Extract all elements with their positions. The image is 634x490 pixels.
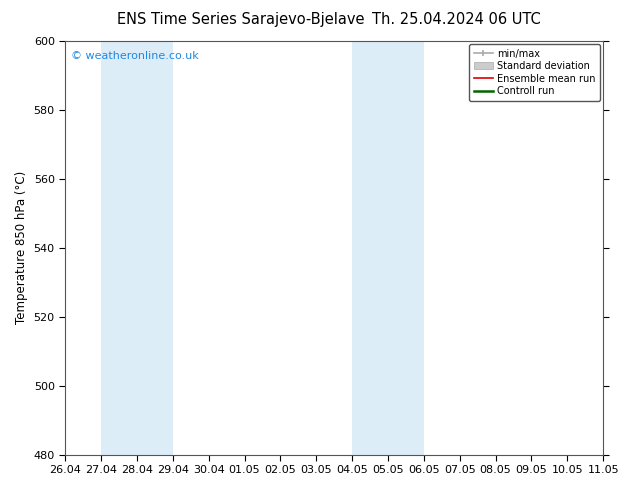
Text: ENS Time Series Sarajevo-Bjelave: ENS Time Series Sarajevo-Bjelave: [117, 12, 365, 27]
Bar: [101, 41, 173, 455]
Y-axis label: Temperature 850 hPa (°C): Temperature 850 hPa (°C): [15, 171, 28, 324]
Text: Th. 25.04.2024 06 UTC: Th. 25.04.2024 06 UTC: [372, 12, 541, 27]
Bar: [352, 41, 424, 455]
Legend: min/max, Standard deviation, Ensemble mean run, Controll run: min/max, Standard deviation, Ensemble me…: [469, 44, 600, 101]
Text: © weatheronline.co.uk: © weatheronline.co.uk: [70, 51, 198, 61]
